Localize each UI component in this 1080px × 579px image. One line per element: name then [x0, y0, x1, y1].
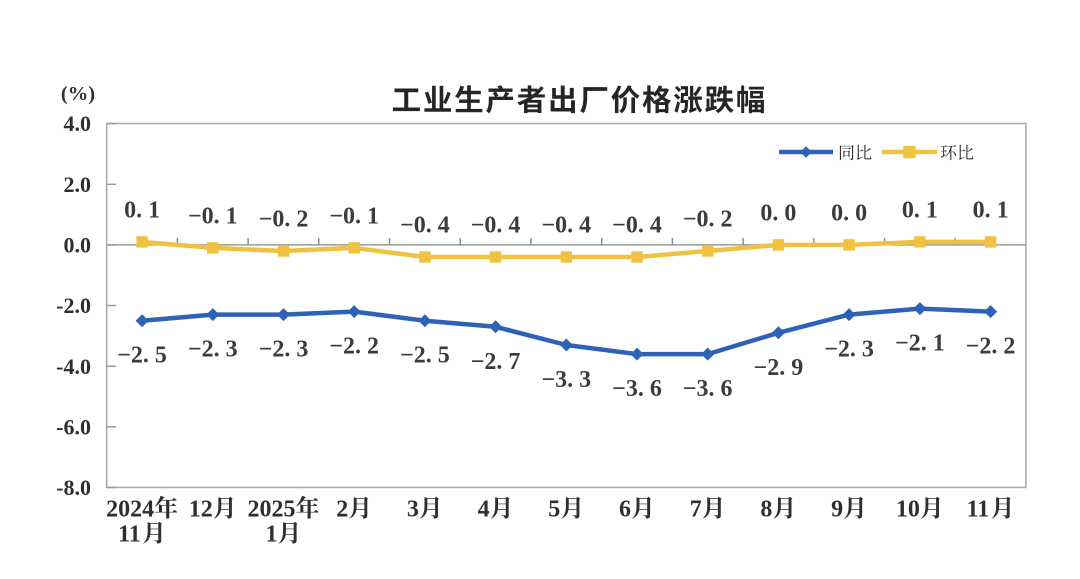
svg-text:1: 1: [266, 522, 278, 548]
svg-text:−2. 5: −2. 5: [117, 343, 167, 369]
svg-text:0. 0: 0. 0: [831, 200, 867, 226]
svg-text:−2. 3: −2. 3: [259, 337, 309, 363]
svg-text:−2. 5: −2. 5: [400, 343, 450, 369]
svg-text:−2. 1: −2. 1: [895, 331, 945, 357]
svg-text:−3. 3: −3. 3: [541, 367, 591, 393]
svg-text:11: 11: [118, 522, 141, 548]
svg-text:11: 11: [967, 497, 990, 523]
svg-text:(%): (%): [61, 83, 95, 105]
svg-text:0. 0: 0. 0: [760, 200, 796, 226]
svg-text:0. 1: 0. 1: [973, 197, 1009, 223]
svg-text:−2. 7: −2. 7: [471, 349, 521, 375]
svg-text:0. 1: 0. 1: [124, 197, 160, 223]
svg-text:−0. 2: −0. 2: [259, 207, 309, 233]
svg-text:2025: 2025: [248, 497, 296, 523]
svg-text:−3. 6: −3. 6: [683, 376, 733, 402]
svg-text:-6.0: -6.0: [56, 414, 91, 439]
svg-text:0.0: 0.0: [64, 233, 92, 258]
svg-text:−3. 6: −3. 6: [612, 376, 662, 402]
svg-text:12: 12: [189, 497, 213, 523]
svg-text:−0. 4: −0. 4: [612, 213, 662, 239]
svg-text:-4.0: -4.0: [56, 354, 91, 379]
svg-text:0. 1: 0. 1: [902, 197, 938, 223]
svg-text:8: 8: [760, 497, 772, 523]
svg-text:−0. 1: −0. 1: [188, 203, 238, 229]
svg-text:−2. 2: −2. 2: [966, 334, 1016, 360]
svg-text:−2. 2: −2. 2: [329, 334, 379, 360]
svg-text:4.0: 4.0: [64, 111, 92, 136]
svg-text:4: 4: [478, 497, 490, 523]
svg-text:2.0: 2.0: [64, 172, 92, 197]
svg-text:−2. 3: −2. 3: [824, 337, 874, 363]
svg-text:5: 5: [548, 497, 560, 523]
svg-text:−2. 3: −2. 3: [188, 337, 238, 363]
svg-text:−0. 4: −0. 4: [541, 213, 591, 239]
svg-text:6: 6: [619, 497, 631, 523]
svg-text:2024: 2024: [106, 497, 154, 523]
svg-text:−0. 2: −0. 2: [683, 207, 733, 233]
svg-text:7: 7: [690, 497, 702, 523]
svg-text:9: 9: [831, 497, 843, 523]
svg-text:−2. 9: −2. 9: [754, 355, 804, 381]
svg-text:-2.0: -2.0: [56, 293, 91, 318]
svg-text:−0. 4: −0. 4: [400, 213, 450, 239]
svg-text:10: 10: [896, 497, 920, 523]
svg-text:3: 3: [407, 497, 419, 523]
svg-text:2: 2: [336, 497, 348, 523]
svg-text:-8.0: -8.0: [56, 475, 91, 500]
svg-text:−0. 4: −0. 4: [471, 213, 521, 239]
svg-text:−0. 1: −0. 1: [329, 203, 379, 229]
